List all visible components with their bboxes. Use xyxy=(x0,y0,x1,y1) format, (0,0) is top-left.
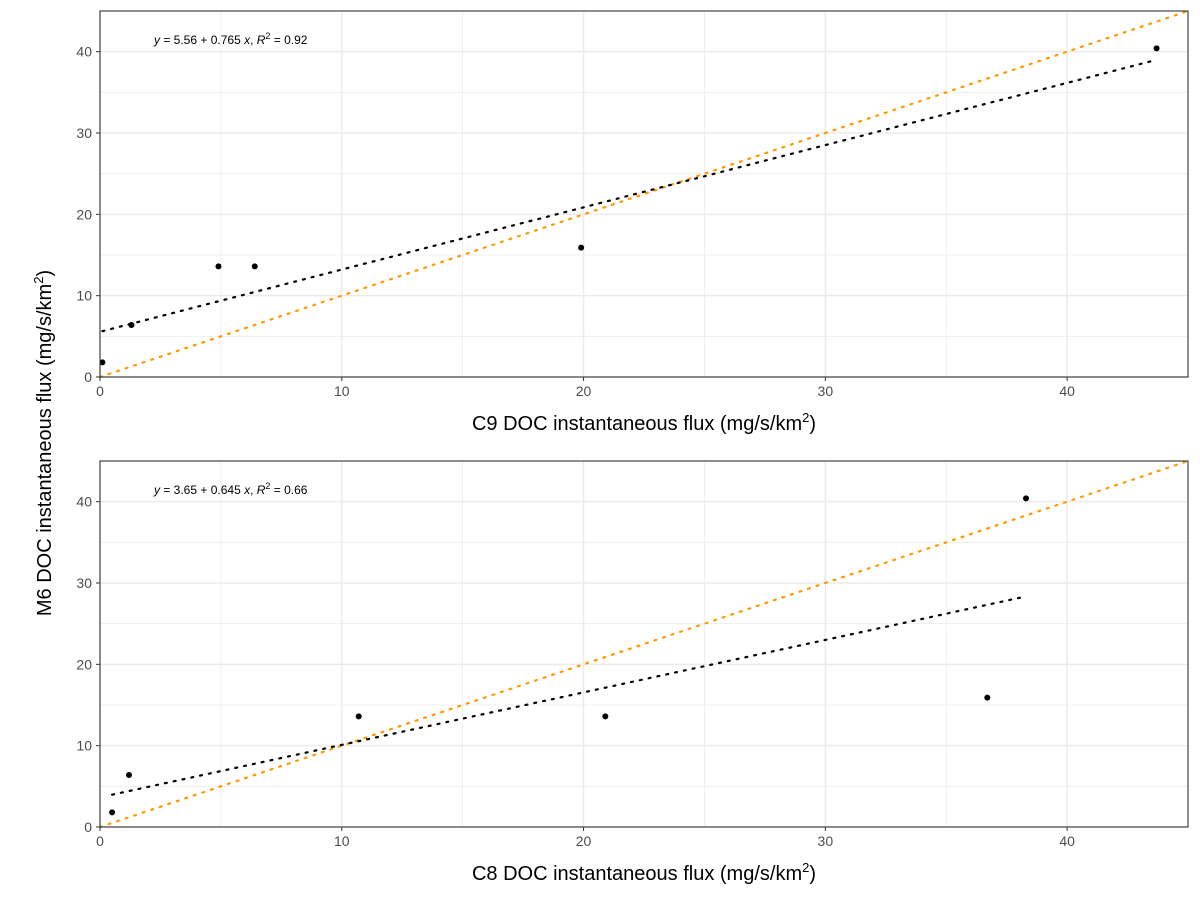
regression-equation: y = 3.65 + 0.645 x, R2 = 0.66 xyxy=(153,481,308,497)
data-point xyxy=(126,771,133,778)
y-tick-label: 30 xyxy=(76,575,92,591)
data-point xyxy=(251,263,258,270)
y-tick-label: 0 xyxy=(84,819,92,835)
grid-minor xyxy=(100,11,1188,377)
regression-line-group xyxy=(101,58,1158,333)
data-point xyxy=(1023,495,1030,502)
y-tick-label: 10 xyxy=(76,288,92,304)
data-point xyxy=(99,359,106,366)
panel-top: 0 10 20 30 40 0 10 20 30 40 y = 5.56 + 0.765 x, … xyxy=(76,9,1190,435)
regression-equation: y = 5.56 + 0.765 x, R2 = 0.92 xyxy=(153,31,308,47)
data-point xyxy=(355,713,362,720)
y-tick-label: 20 xyxy=(76,206,92,222)
data-point xyxy=(109,809,116,816)
x-tick-label: 10 xyxy=(334,383,350,399)
data-point xyxy=(602,713,609,720)
one-to-one-line xyxy=(98,9,1190,379)
x-tick-label: 20 xyxy=(576,383,592,399)
x-axis-title: C8 DOC instantaneous flux (mg/s/km2) xyxy=(472,860,816,885)
x-tick-label: 40 xyxy=(1059,383,1075,399)
regression-line xyxy=(101,58,1158,333)
one-to-one-line xyxy=(98,459,1190,829)
panel-border xyxy=(99,10,1189,378)
y-tick-label: 10 xyxy=(76,738,92,754)
regression-line xyxy=(110,595,1028,796)
x-tick-label: 30 xyxy=(818,383,834,399)
x-tick-label: 0 xyxy=(96,833,104,849)
x-axis-ticks: 0 10 20 30 40 xyxy=(96,377,1075,399)
one-to-one-line-group xyxy=(98,9,1190,379)
y-tick-label: 40 xyxy=(76,44,92,60)
panel-bottom: 0 10 20 30 40 0 10 20 30 40 y = 3.65 + 0.645 x, … xyxy=(76,459,1190,885)
data-point xyxy=(128,321,135,328)
data-points xyxy=(99,45,1160,366)
regression-line-group xyxy=(110,595,1028,796)
one-to-one-line-group xyxy=(98,459,1190,829)
x-axis-title: C9 DOC instantaneous flux (mg/s/km2) xyxy=(472,410,816,435)
y-tick-label: 0 xyxy=(84,369,92,385)
panel-border xyxy=(99,460,1189,828)
x-tick-label: 10 xyxy=(334,833,350,849)
x-tick-label: 0 xyxy=(96,383,104,399)
x-tick-label: 30 xyxy=(818,833,834,849)
x-axis-ticks: 0 10 20 30 40 xyxy=(96,827,1075,849)
x-tick-label: 40 xyxy=(1059,833,1075,849)
grid-minor xyxy=(100,461,1188,827)
y-axis-ticks: 0 10 20 30 40 xyxy=(76,494,100,835)
data-point xyxy=(1153,45,1160,52)
y-tick-label: 30 xyxy=(76,125,92,141)
x-tick-label: 20 xyxy=(576,833,592,849)
data-point xyxy=(578,244,585,251)
y-axis-ticks: 0 10 20 30 40 xyxy=(76,44,100,385)
y-tick-label: 40 xyxy=(76,494,92,510)
y-tick-label: 20 xyxy=(76,656,92,672)
data-point xyxy=(984,694,991,701)
y-axis-title: M6 DOC instantaneous flux (mg/s/km2) xyxy=(31,270,56,616)
data-points xyxy=(109,495,1030,816)
data-point xyxy=(215,263,222,270)
